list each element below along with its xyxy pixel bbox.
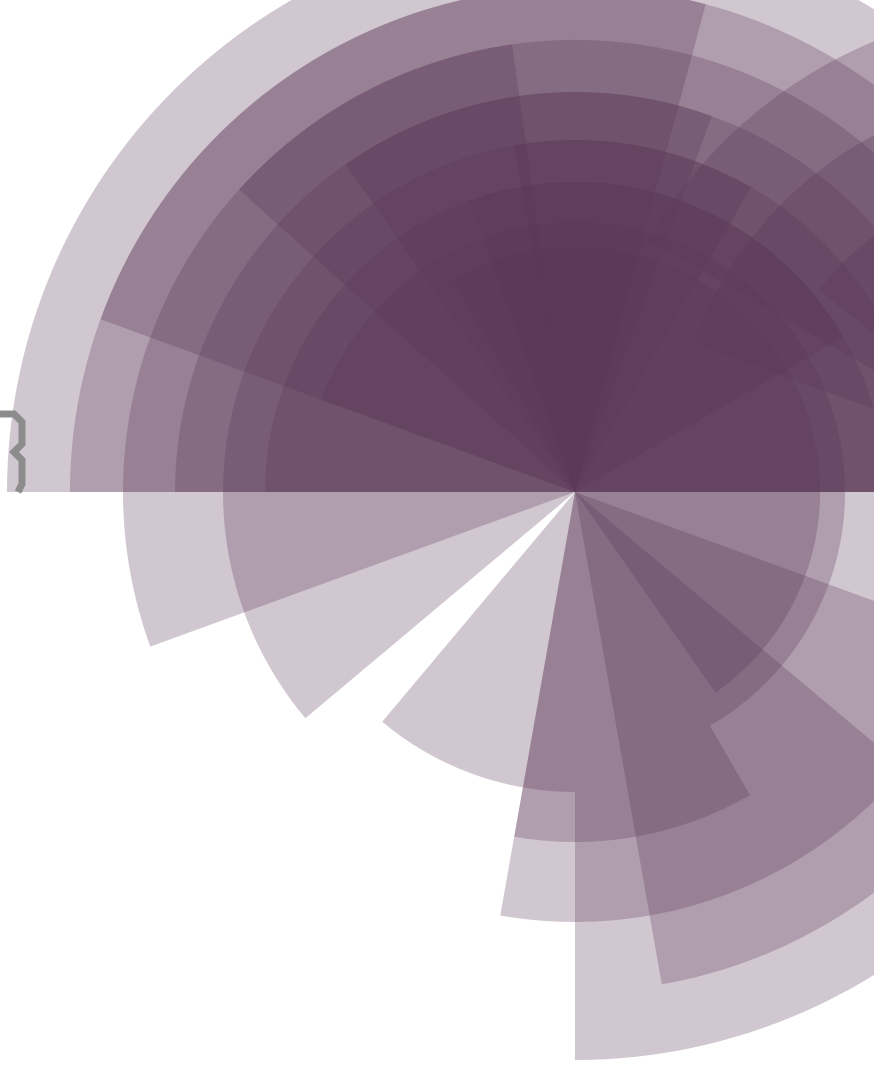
fan-wedge	[514, 492, 750, 843]
fan-wedge	[223, 140, 874, 719]
fan-wedge	[693, 135, 874, 410]
fan-wedge	[382, 492, 575, 792]
fan-wedge	[469, 182, 844, 493]
fan-wedge	[575, 492, 874, 1060]
fan-wedge	[70, 0, 874, 492]
fan-wedge	[175, 92, 874, 492]
fan-wedge	[7, 0, 874, 492]
glyph-stroke	[0, 410, 26, 494]
partial-glyph-icon	[0, 410, 26, 494]
fan-wedge	[818, 235, 874, 334]
fan-wedge	[100, 0, 706, 492]
fan-wedge	[345, 91, 712, 492]
fan-wedge	[239, 44, 575, 493]
fan-wedge	[513, 139, 751, 492]
fan-wedges	[7, 0, 874, 1060]
fan-wedge	[500, 492, 874, 922]
fan-wedge	[452, 246, 821, 693]
fan-wedge	[123, 39, 874, 647]
fan-wedge	[321, 221, 846, 726]
fan-wedge	[265, 182, 874, 492]
fan-wedge	[575, 492, 874, 985]
fan-wedge	[648, 41, 874, 371]
